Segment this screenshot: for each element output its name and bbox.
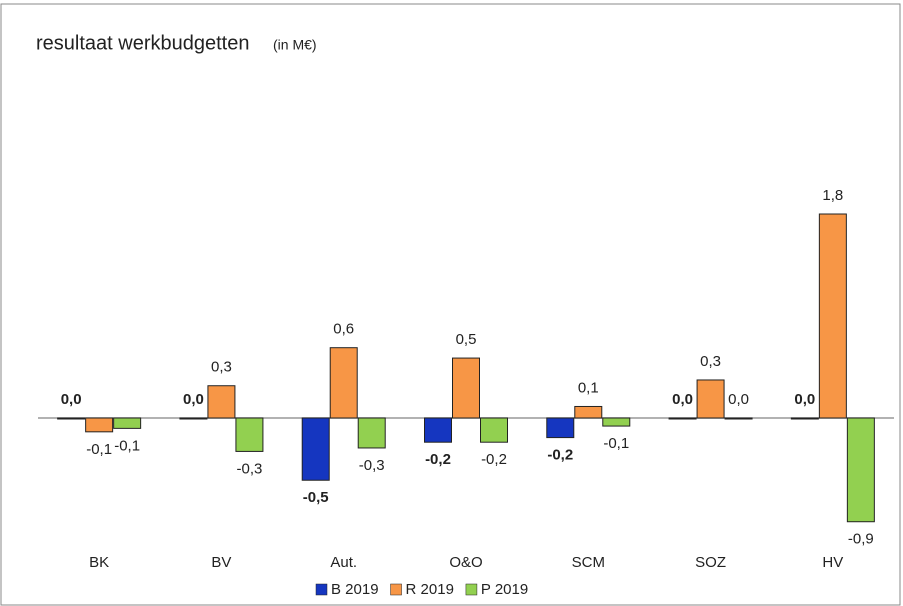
- value-label: -0,9: [848, 531, 874, 548]
- bar: [480, 417, 508, 443]
- value-label: -0,3: [236, 460, 262, 477]
- bar: [818, 213, 847, 419]
- bar: [574, 405, 603, 419]
- value-label: -0,2: [481, 451, 507, 468]
- bar: [207, 385, 236, 419]
- value-label: 0,0: [183, 391, 204, 408]
- legend-label: P 2019: [481, 581, 528, 598]
- x-tick-label: Aut.: [330, 554, 357, 571]
- value-label: 0,0: [728, 391, 749, 408]
- value-label: -0,5: [303, 489, 329, 506]
- x-tick-label: BK: [89, 554, 109, 571]
- value-label: 0,0: [794, 391, 815, 408]
- x-tick-label: BV: [211, 554, 231, 571]
- bar: [846, 417, 875, 523]
- bar: [301, 417, 330, 481]
- value-label: 0,3: [700, 353, 721, 370]
- legend-swatch: [465, 583, 478, 596]
- value-label: -0,2: [425, 451, 451, 468]
- bar: [668, 417, 697, 420]
- x-tick-label: SCM: [572, 554, 605, 571]
- x-tick-label: O&O: [449, 554, 482, 571]
- value-label: 0,6: [333, 321, 354, 338]
- value-label: -0,2: [547, 447, 573, 464]
- legend-swatch: [390, 583, 402, 596]
- value-label: 0,3: [211, 359, 232, 376]
- x-tick-label: SOZ: [695, 554, 726, 571]
- bar: [57, 417, 86, 420]
- bar: [113, 417, 142, 429]
- bar: [357, 417, 386, 449]
- bar: [696, 379, 725, 419]
- chart-subtitle: (in M€): [273, 37, 317, 53]
- value-label: -0,1: [114, 437, 140, 454]
- value-label: -0,1: [86, 441, 112, 458]
- bar: [724, 417, 753, 420]
- bar: [452, 357, 480, 419]
- bar: [790, 417, 819, 420]
- bar: [85, 417, 114, 433]
- value-label: 0,5: [456, 331, 477, 348]
- bar: [546, 417, 575, 439]
- bar: [602, 417, 631, 427]
- value-label: 0,0: [672, 391, 693, 408]
- bar: [179, 417, 208, 420]
- legend-label: R 2019: [406, 581, 454, 598]
- value-label: 0,1: [578, 379, 599, 396]
- chart-frame: [0, 3, 901, 606]
- value-label: 0,0: [61, 391, 82, 408]
- value-label: -0,3: [359, 457, 385, 474]
- value-label: 1,8: [822, 187, 843, 204]
- chart-title: resultaat werkbudgetten: [36, 32, 249, 54]
- legend-label: B 2019: [331, 581, 379, 598]
- bar: [329, 347, 358, 419]
- value-label: -0,1: [603, 435, 629, 452]
- legend-swatch: [315, 583, 328, 596]
- bar: [235, 417, 264, 452]
- x-tick-label: HV: [822, 554, 843, 571]
- bar: [424, 417, 452, 443]
